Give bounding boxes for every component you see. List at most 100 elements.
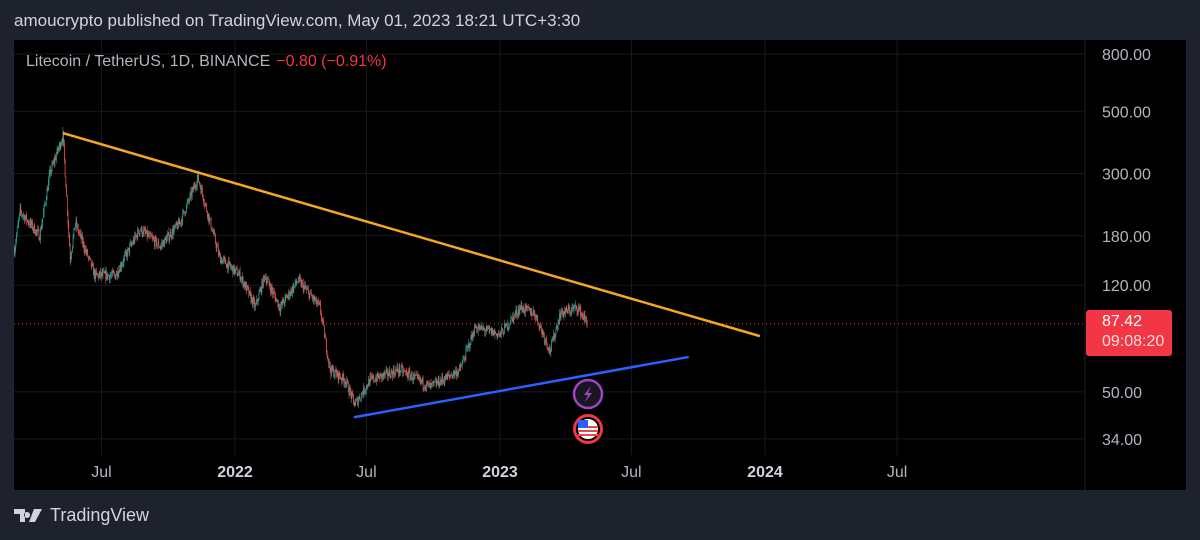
candle-body: [36, 229, 38, 232]
candle-body: [212, 230, 213, 232]
candle-body: [171, 236, 173, 238]
time-tick-label: Jul: [356, 464, 376, 481]
candle-body: [375, 378, 377, 382]
candle-body: [163, 241, 165, 247]
candle-body: [448, 373, 450, 376]
candle-body: [310, 292, 312, 296]
candle-body: [21, 211, 22, 215]
candle-body: [21, 214, 23, 216]
candle-body: [390, 370, 392, 378]
candle-body: [35, 229, 37, 235]
candle-body: [379, 373, 381, 380]
candle-body: [567, 307, 569, 314]
candle-body: [66, 188, 67, 196]
candle-body: [151, 237, 153, 238]
candle-body: [349, 387, 351, 395]
candle-body: [289, 291, 290, 297]
candle-body: [146, 229, 148, 238]
candle-body: [395, 369, 396, 376]
candle-body: [227, 263, 229, 270]
candle-body: [143, 229, 145, 230]
candle-body: [294, 285, 295, 286]
candle-body: [405, 371, 406, 372]
chart-panel[interactable]: 800.00 500.00 300.00 180.00 120.00 50.00 34.00…: [14, 40, 1186, 490]
candle-body: [188, 200, 190, 201]
candle-body: [220, 255, 221, 264]
time-tick-label: Jul: [621, 464, 641, 481]
candle-body: [33, 224, 35, 230]
candle-body: [101, 272, 103, 276]
candle-body: [96, 272, 98, 275]
candle-body: [431, 383, 433, 385]
candle-body: [345, 381, 346, 385]
candle-body: [406, 372, 408, 377]
candle-body: [73, 228, 75, 237]
candle-body: [491, 328, 493, 335]
candle-body: [501, 328, 502, 335]
candle-body: [232, 266, 234, 274]
candle-body: [345, 382, 347, 385]
candle-body: [540, 325, 541, 327]
candle-body: [466, 348, 467, 349]
candle-body: [215, 234, 216, 243]
candle-body: [498, 334, 499, 335]
candle-body: [384, 372, 386, 376]
candle-body: [29, 223, 30, 226]
candle-body: [371, 376, 372, 377]
candlestick-chart[interactable]: 800.00 500.00 300.00 180.00 120.00 50.00 34.00…: [14, 40, 1186, 490]
candle-body: [363, 386, 365, 393]
candle-body: [25, 214, 27, 218]
candle-body: [416, 374, 417, 376]
candle-body: [152, 237, 154, 239]
candle-body: [479, 325, 481, 330]
candle-body: [323, 325, 325, 337]
candle-body: [306, 289, 308, 290]
candle-body: [148, 233, 149, 237]
candle-body: [75, 220, 77, 224]
candle-body: [552, 339, 554, 341]
candle-body: [250, 293, 252, 303]
candle-body: [270, 286, 272, 293]
candle-body: [177, 224, 178, 229]
candle-body: [508, 324, 510, 328]
candle-body: [202, 194, 204, 200]
candle-body: [86, 250, 88, 253]
candle-body: [92, 263, 94, 266]
candle-body: [94, 270, 96, 280]
candle-body: [245, 282, 247, 291]
candle-body: [194, 184, 196, 187]
candle-body: [257, 300, 259, 302]
candle-body: [518, 309, 520, 314]
candle-body: [558, 322, 560, 324]
candle-body: [371, 376, 373, 379]
last-price-badge: 87.42 09:08:20: [1086, 310, 1172, 356]
bar-countdown: 09:08:20: [1102, 333, 1165, 350]
candle-body: [493, 330, 494, 336]
candle-body: [556, 326, 558, 329]
candle-body: [148, 234, 150, 237]
candle-body: [541, 329, 543, 335]
candle-body: [160, 245, 162, 248]
candle-body: [535, 317, 536, 319]
candle-body: [312, 296, 314, 300]
candle-body: [220, 259, 222, 264]
candle-body: [211, 228, 213, 232]
candle-body: [53, 160, 55, 163]
candle-body: [531, 311, 533, 316]
candle-body: [299, 276, 300, 279]
candle-body: [499, 331, 501, 334]
candle-body: [331, 365, 333, 371]
candle-body: [298, 276, 300, 281]
candle-body: [243, 282, 245, 286]
candle-body: [546, 337, 547, 344]
candle-body: [553, 332, 555, 341]
candle-body: [316, 303, 318, 305]
candle-body: [246, 285, 247, 291]
candle-body: [161, 243, 163, 246]
candle-body: [56, 148, 58, 155]
candle-body: [297, 282, 298, 284]
candle-body: [72, 246, 73, 252]
candle-body: [421, 379, 422, 382]
time-tick-label: 2022: [217, 464, 253, 481]
candle-body: [420, 379, 422, 382]
